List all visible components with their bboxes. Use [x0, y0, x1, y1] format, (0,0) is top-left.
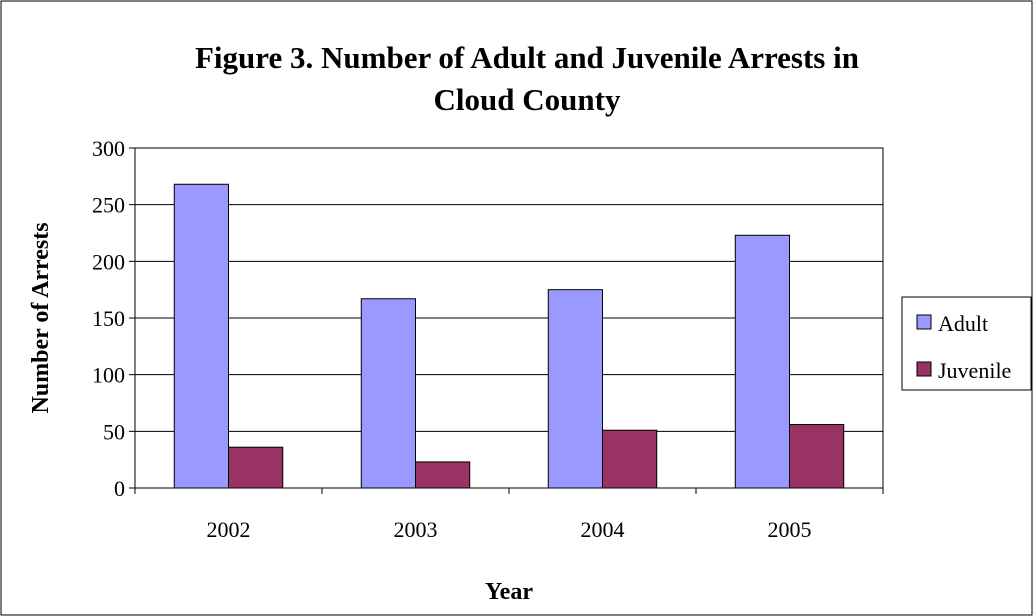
chart-title-line-1: Figure 3. Number of Adult and Juvenile A… [195, 40, 859, 75]
axes [129, 147, 884, 494]
y-tick-label-50: 50 [103, 419, 125, 444]
bar-juvenile-2004 [602, 429, 658, 489]
bar-juvenile-2003 [415, 461, 471, 489]
y-tick-label-0: 0 [114, 476, 125, 501]
bar-adult-2003 [360, 298, 416, 489]
x-tick-label-2005: 2005 [768, 517, 812, 542]
y-tick-label-250: 250 [92, 193, 125, 218]
legend-label-adult: Adult [938, 311, 988, 336]
y-tick-label-200: 200 [92, 249, 125, 274]
bars [173, 183, 845, 489]
bar-adult-2004 [547, 289, 604, 489]
bar-juvenile-2005 [789, 424, 845, 489]
x-tick-label-2003: 2003 [394, 517, 438, 542]
chart-title-line-2: Cloud County [434, 82, 621, 117]
legend: Adult Juvenile [901, 296, 1032, 391]
x-tick-labels: 2002 2003 2004 2005 [207, 517, 812, 542]
x-tick-label-2004: 2004 [581, 517, 625, 542]
y-tick-labels: 0 50 100 150 200 250 300 [92, 136, 125, 501]
bar-juvenile-2002 [228, 446, 284, 489]
legend-swatch-juvenile [916, 361, 932, 377]
legend-swatch-adult [916, 314, 932, 330]
bar-adult-2005 [734, 234, 791, 489]
legend-label-juvenile: Juvenile [938, 358, 1011, 383]
y-axis-title: Number of Arrests [28, 222, 54, 413]
y-tick-label-100: 100 [92, 363, 125, 388]
x-tick-label-2002: 2002 [207, 517, 251, 542]
y-tick-label-150: 150 [92, 306, 125, 331]
bar-adult-2002 [173, 183, 230, 489]
y-tick-label-300: 300 [92, 136, 125, 161]
x-axis-title: Year [485, 579, 533, 605]
